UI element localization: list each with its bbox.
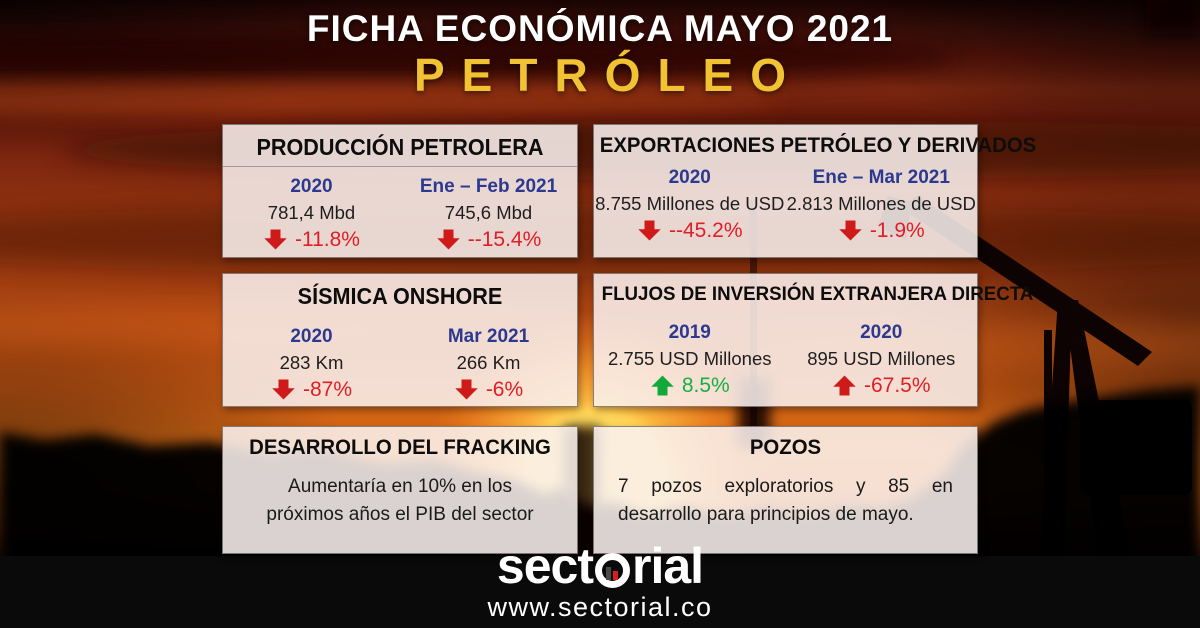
value-text: 745,6 Mbd [444, 202, 533, 223]
change-value: -6% [485, 377, 524, 401]
change-badge: -67.5% [786, 373, 978, 398]
change-value: -1.9% [869, 218, 925, 242]
change-badge: --45.2% [594, 218, 786, 243]
card-title: FLUJOS DE INVERSIÓN EXTRANJERA DIRECTA [601, 283, 1034, 305]
arrow-down-icon [838, 218, 863, 243]
card-title: PRODUCCIÓN PETROLERA [256, 134, 544, 160]
sectorial-logo: sect rial [0, 541, 1200, 591]
card-title: SÍSMICA ONSHORE [297, 283, 503, 309]
website-url: www.sectorial.co [487, 592, 713, 622]
period-label: 2020 [668, 167, 711, 188]
change-badge: -87% [223, 377, 400, 402]
period-label: 2019 [668, 322, 711, 343]
period-label: 2020 [290, 326, 333, 347]
card-body-text: 7 pozos exploratorios y 85 en desarrollo… [618, 476, 953, 525]
value-text: 8.755 Millones de USD [595, 193, 785, 214]
gauge-icon [595, 552, 630, 588]
divider [223, 166, 577, 167]
value-text: 781,4 Mbd [267, 202, 356, 223]
card-exportaciones: EXPORTACIONES PETRÓLEO Y DERIVADOS 2020 … [593, 124, 1037, 258]
period-label: Mar 2021 [447, 326, 530, 347]
logo-text-suffix: rial [632, 538, 704, 594]
value-text: 266 Km [456, 352, 521, 373]
logo-text-prefix: sect [496, 538, 594, 594]
change-value: --45.2% [668, 218, 743, 242]
period-label: 2020 [860, 322, 903, 343]
stat-column: Ene – Mar 2021 2.813 Millones de USD -1.… [786, 167, 978, 243]
arrow-up-icon [832, 373, 857, 398]
period-label: Ene – Mar 2021 [812, 167, 950, 188]
value-text: 895 USD Millones [807, 348, 956, 369]
footer: sect rial www.sectorial.co [0, 541, 1200, 623]
value-text: 2.755 USD Millones [608, 348, 772, 369]
card-inversion-extranjera: FLUJOS DE INVERSIÓN EXTRANJERA DIRECTA 2… [593, 273, 1034, 407]
change-badge: -11.8% [223, 227, 400, 252]
arrow-down-icon [436, 227, 461, 252]
change-value: -87% [302, 377, 353, 401]
card-sismica-onshore: SÍSMICA ONSHORE 2020 283 Km -87% Mar 202… [222, 273, 578, 407]
arrow-down-icon [263, 227, 288, 252]
period-label: Ene – Feb 2021 [419, 176, 558, 197]
change-badge: 8.5% [594, 373, 786, 398]
change-value: --15.4% [467, 227, 542, 251]
card-title: POZOS [749, 436, 822, 459]
header: FICHA ECONÓMICA MAYO 2021 PETRÓLEO [0, 8, 1200, 99]
change-value: 8.5% [681, 373, 730, 397]
arrow-down-icon [454, 377, 479, 402]
page-title: FICHA ECONÓMICA MAYO 2021 [306, 8, 894, 49]
arrow-down-icon [637, 218, 662, 243]
card-title: EXPORTACIONES PETRÓLEO Y DERIVADOS [599, 134, 1037, 157]
stat-column: 2020 8.755 Millones de USD --45.2% [594, 167, 786, 243]
value-text: 2.813 Millones de USD [786, 193, 976, 214]
change-badge: --15.4% [400, 227, 577, 252]
card-produccion-petrolera: PRODUCCIÓN PETROLERA 2020 781,4 Mbd -11.… [222, 124, 578, 258]
card-body-text: Aumentaría en 10% en los próximos años e… [266, 476, 534, 525]
arrow-up-icon [650, 373, 675, 398]
stat-column: 2020 283 Km -87% [223, 326, 400, 402]
change-value: -67.5% [863, 373, 931, 397]
change-badge: -1.9% [786, 218, 978, 243]
card-desarrollo-fracking: DESARROLLO DEL FRACKING Aumentaría en 10… [222, 426, 578, 554]
stat-column: Ene – Feb 2021 745,6 Mbd --15.4% [400, 176, 577, 252]
stat-column: 2020 781,4 Mbd -11.8% [223, 176, 400, 252]
stat-column: 2019 2.755 USD Millones 8.5% [594, 322, 786, 398]
card-pozos: POZOS 7 pozos exploratorios y 85 en desa… [593, 426, 978, 554]
page-subtitle: PETRÓLEO [413, 49, 804, 101]
card-title: DESARROLLO DEL FRACKING [249, 436, 551, 459]
period-label: 2020 [290, 176, 333, 197]
change-value: -11.8% [295, 227, 360, 251]
stat-column: 2020 895 USD Millones -67.5% [786, 322, 978, 398]
arrow-down-icon [271, 377, 296, 402]
stat-column: Mar 2021 266 Km -6% [400, 326, 577, 402]
change-badge: -6% [400, 377, 577, 402]
value-text: 283 Km [279, 352, 344, 373]
